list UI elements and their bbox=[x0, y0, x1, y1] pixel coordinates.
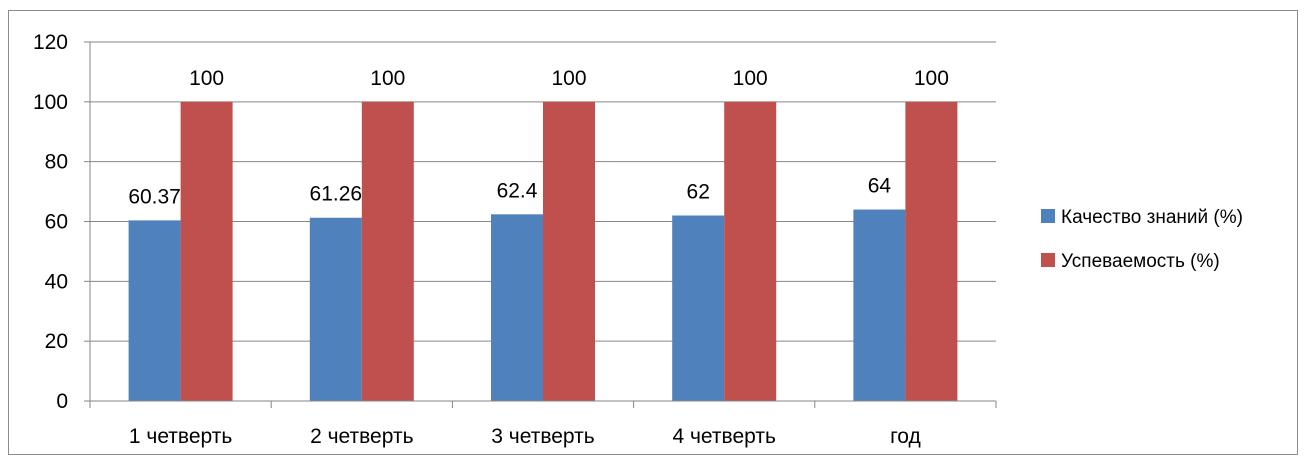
legend: Качество знаний (%) Успеваемость (%) bbox=[1041, 207, 1243, 272]
y-tick-label: 20 bbox=[45, 330, 68, 353]
data-label: 100 bbox=[189, 67, 224, 90]
legend-swatch bbox=[1041, 209, 1055, 223]
y-tick-label: 100 bbox=[33, 91, 68, 114]
bar bbox=[491, 214, 543, 401]
y-tick-label: 40 bbox=[45, 270, 68, 293]
y-tick-label: 0 bbox=[56, 390, 68, 413]
data-label: 100 bbox=[551, 67, 586, 90]
bar bbox=[361, 101, 414, 401]
x-category-label: 3 четверть bbox=[491, 425, 594, 448]
bar-series bbox=[128, 101, 958, 401]
y-axis-ticks: 0 20 40 60 80 100 120 bbox=[33, 31, 68, 413]
axes bbox=[84, 41, 997, 408]
data-label: 100 bbox=[370, 67, 405, 90]
data-label: 64 bbox=[868, 175, 892, 198]
x-axis-categories: 1 четверть 2 четверть 3 четверть 4 четверть… bbox=[129, 425, 921, 448]
data-label: 61.26 bbox=[310, 183, 363, 206]
legend-swatch bbox=[1041, 253, 1055, 267]
bar bbox=[724, 101, 777, 401]
x-category-label: 4 четверть bbox=[672, 425, 775, 448]
data-label: 100 bbox=[914, 67, 949, 90]
bar bbox=[905, 101, 958, 401]
data-label: 62 bbox=[687, 181, 710, 204]
y-tick-label: 80 bbox=[45, 151, 68, 174]
data-labels: 60.37 100 61.26 100 62.4 100 62 100 64 100 bbox=[128, 67, 949, 209]
x-category-label: 1 четверть bbox=[129, 425, 232, 448]
x-category-label: год bbox=[890, 425, 921, 448]
x-category-label: 2 четверть bbox=[310, 425, 413, 448]
bar bbox=[309, 217, 362, 401]
y-tick-label: 120 bbox=[33, 31, 68, 54]
bar bbox=[180, 101, 233, 401]
bar bbox=[128, 220, 181, 401]
bar bbox=[853, 209, 906, 401]
y-tick-label: 60 bbox=[45, 211, 68, 234]
bar bbox=[543, 101, 595, 401]
data-label: 62.4 bbox=[497, 179, 538, 202]
bar bbox=[672, 215, 725, 401]
legend-label: Качество знаний (%) bbox=[1061, 207, 1243, 228]
legend-label: Успеваемость (%) bbox=[1061, 251, 1220, 272]
data-label: 100 bbox=[733, 67, 768, 90]
data-label: 60.37 bbox=[128, 185, 181, 208]
